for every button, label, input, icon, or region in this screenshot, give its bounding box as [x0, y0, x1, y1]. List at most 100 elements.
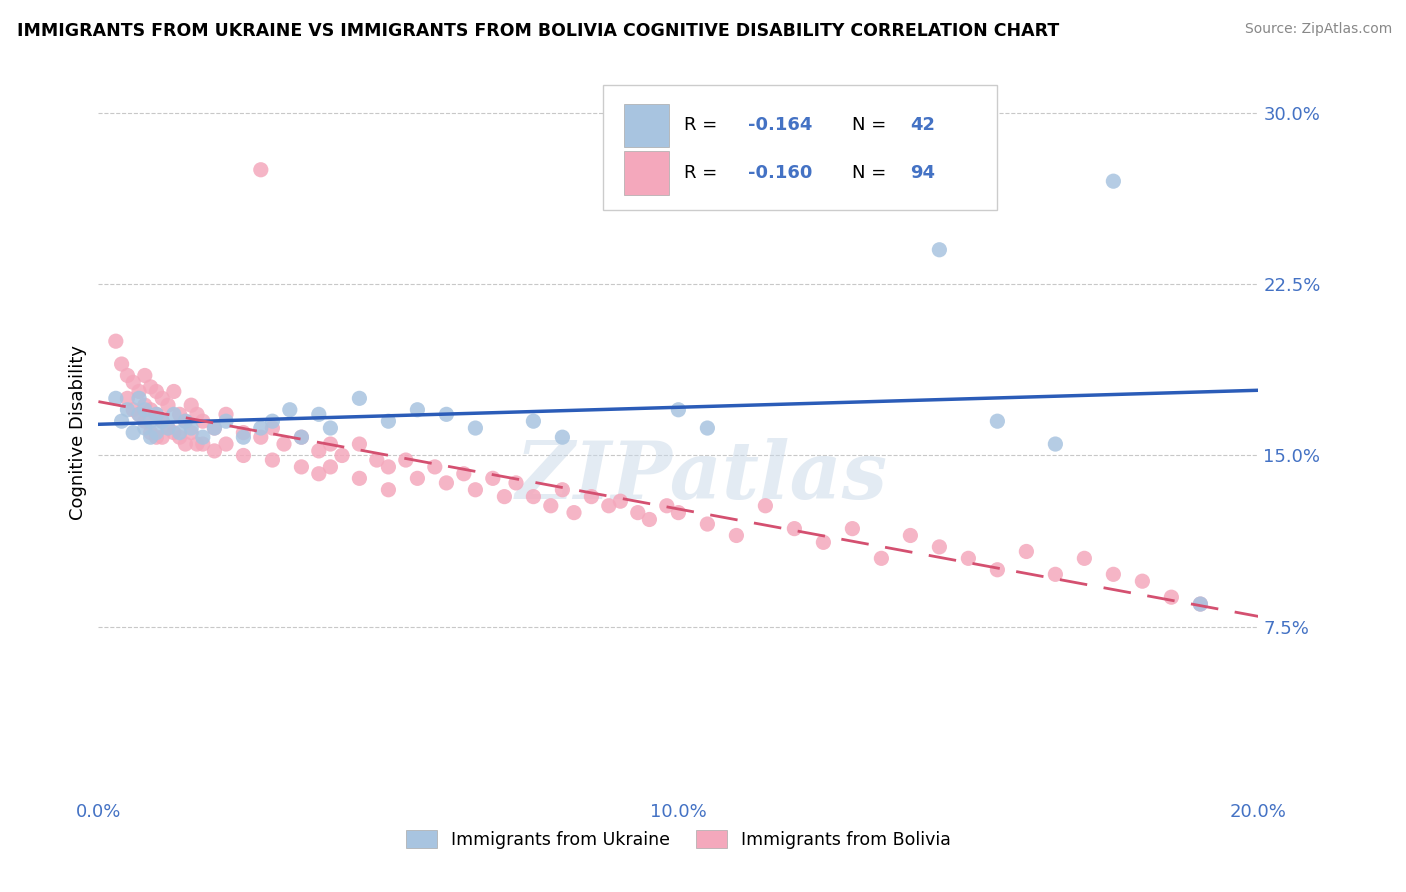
Point — [163, 407, 186, 422]
Point — [262, 414, 284, 428]
Point — [117, 368, 139, 383]
Point — [638, 512, 661, 526]
Point — [169, 407, 191, 422]
Point — [481, 471, 505, 485]
Point — [1073, 551, 1095, 566]
FancyBboxPatch shape — [624, 103, 669, 147]
Point — [290, 459, 312, 474]
Point — [598, 499, 620, 513]
Point — [406, 471, 429, 485]
Point — [666, 402, 689, 417]
Point — [111, 414, 132, 428]
Point — [436, 475, 458, 490]
Point — [1102, 174, 1125, 188]
Point — [900, 528, 922, 542]
Point — [406, 402, 429, 417]
Point — [145, 384, 167, 399]
Point — [204, 444, 226, 458]
Point — [128, 407, 150, 422]
Point — [150, 414, 173, 428]
Point — [330, 449, 353, 463]
Point — [1189, 597, 1212, 611]
Text: R =: R = — [685, 117, 723, 135]
Point — [494, 490, 516, 504]
Point — [139, 425, 162, 440]
Point — [308, 444, 330, 458]
Point — [191, 437, 214, 451]
Point — [150, 430, 173, 444]
Point — [551, 483, 574, 497]
Point — [139, 414, 162, 428]
Point — [522, 490, 544, 504]
Point — [627, 506, 650, 520]
Point — [754, 499, 776, 513]
Point — [349, 437, 371, 451]
Point — [250, 162, 273, 177]
Point — [870, 551, 893, 566]
Point — [290, 430, 312, 444]
Point — [1189, 597, 1212, 611]
Point — [319, 459, 342, 474]
Point — [841, 522, 863, 536]
Point — [349, 392, 371, 406]
Point — [134, 402, 156, 417]
Point — [453, 467, 475, 481]
Point — [169, 425, 191, 440]
Point — [290, 430, 312, 444]
Point — [174, 414, 197, 428]
Point — [169, 430, 191, 444]
Point — [232, 425, 254, 440]
Point — [609, 494, 631, 508]
Point — [278, 402, 301, 417]
Point — [174, 437, 197, 451]
Point — [186, 407, 208, 422]
Point — [464, 483, 486, 497]
Point — [174, 414, 197, 428]
FancyBboxPatch shape — [603, 86, 997, 210]
Point — [117, 402, 139, 417]
Point — [666, 506, 689, 520]
Point — [215, 407, 238, 422]
Point — [725, 528, 748, 542]
Point — [215, 437, 238, 451]
Point — [377, 414, 399, 428]
Point — [163, 425, 186, 440]
Point — [319, 421, 342, 435]
Text: Source: ZipAtlas.com: Source: ZipAtlas.com — [1244, 22, 1392, 37]
Point — [562, 506, 585, 520]
Point — [366, 453, 388, 467]
Text: IMMIGRANTS FROM UKRAINE VS IMMIGRANTS FROM BOLIVIA COGNITIVE DISABILITY CORRELAT: IMMIGRANTS FROM UKRAINE VS IMMIGRANTS FR… — [17, 22, 1059, 40]
Point — [986, 414, 1008, 428]
Point — [395, 453, 418, 467]
Point — [215, 414, 238, 428]
Text: R =: R = — [685, 164, 723, 182]
Point — [262, 453, 284, 467]
Point — [145, 425, 167, 440]
Text: N =: N = — [852, 164, 893, 182]
Point — [1130, 574, 1153, 589]
Point — [522, 414, 544, 428]
Point — [464, 421, 486, 435]
Point — [104, 334, 127, 348]
Point — [157, 421, 180, 435]
Text: N =: N = — [852, 117, 893, 135]
Point — [204, 421, 226, 435]
FancyBboxPatch shape — [624, 152, 669, 194]
Point — [655, 499, 678, 513]
Text: 42: 42 — [911, 117, 935, 135]
Point — [928, 243, 950, 257]
Point — [204, 421, 226, 435]
Point — [180, 398, 202, 412]
Point — [128, 407, 150, 422]
Point — [957, 551, 980, 566]
Text: 94: 94 — [911, 164, 935, 182]
Point — [139, 430, 162, 444]
Point — [1045, 437, 1067, 451]
Point — [157, 421, 180, 435]
Point — [191, 430, 214, 444]
Point — [145, 430, 167, 444]
Point — [232, 430, 254, 444]
Point — [134, 421, 156, 435]
Point — [928, 540, 950, 554]
Point — [104, 392, 127, 406]
